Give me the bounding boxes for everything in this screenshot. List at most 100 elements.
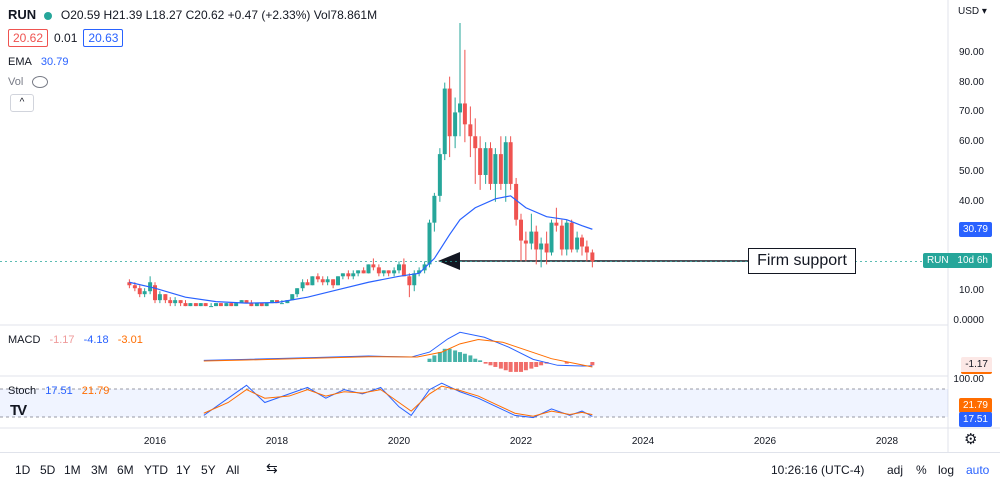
run-tag-symbol: RUN xyxy=(926,255,949,266)
stoch-k-value: 17.51 xyxy=(45,385,73,397)
date-range-icon[interactable]: ⇆ xyxy=(266,460,278,476)
range-button-ytd[interactable]: YTD xyxy=(144,463,168,477)
auto-toggle[interactable]: auto xyxy=(966,463,990,477)
collapse-legend-button[interactable]: ^ xyxy=(10,94,34,112)
candle-body xyxy=(488,148,493,184)
candle-body xyxy=(127,282,132,286)
hidden-eye-icon[interactable] xyxy=(32,76,49,89)
stoch-d-tag: 21.79 xyxy=(958,398,992,413)
macd-histogram-bar xyxy=(493,362,498,367)
macd-histogram-bar xyxy=(478,360,483,362)
macd-histogram-bar xyxy=(427,358,432,362)
candle-body xyxy=(193,303,198,307)
ema-layer xyxy=(129,195,593,304)
range-button-1y[interactable]: 1Y xyxy=(176,463,191,477)
sell-price-button[interactable]: 20.62 xyxy=(8,29,49,47)
candle-body xyxy=(239,300,244,304)
macd-line xyxy=(203,331,593,367)
macd-histogram-bar xyxy=(539,362,544,366)
symbol-name[interactable]: RUN xyxy=(8,7,37,22)
run-tag-countdown: 10d 6h xyxy=(957,255,988,266)
stoch-layer xyxy=(203,382,593,419)
candle-body xyxy=(203,303,208,307)
gear-icon[interactable]: ⚙ xyxy=(964,431,978,448)
vol-legend[interactable]: Vol xyxy=(8,76,49,89)
stoch-tick-label: 100.00 xyxy=(953,374,984,385)
adj-toggle[interactable]: adj xyxy=(887,463,904,477)
macd-histogram-bar xyxy=(432,355,437,362)
candle-body xyxy=(285,300,290,304)
candle-body xyxy=(275,300,279,304)
candle-body xyxy=(401,264,406,277)
macd-legend[interactable]: MACD -1.17 -4.18 -3.01 xyxy=(8,334,143,346)
candle-body xyxy=(559,225,564,250)
candle-body xyxy=(523,240,528,244)
macd-histogram-bar xyxy=(529,362,534,369)
buy-price-button[interactable]: 20.63 xyxy=(83,29,124,47)
candle-body xyxy=(295,288,300,295)
macd-histogram-bar xyxy=(437,352,442,362)
candle-body xyxy=(142,291,147,295)
macd-histogram-bar xyxy=(488,362,493,366)
currency-selector[interactable]: USD ▾ xyxy=(958,6,987,17)
range-button-all[interactable]: All xyxy=(226,463,240,477)
candle-body xyxy=(173,300,178,304)
candle-body xyxy=(534,231,539,250)
symbol-header: RUN O20.59 H21.39 L18.27 C20.62 +0.47 (+… xyxy=(8,7,377,22)
range-button-5y[interactable]: 5Y xyxy=(201,463,216,477)
ema-legend[interactable]: EMA 30.79 xyxy=(8,56,68,68)
range-button-6m[interactable]: 6M xyxy=(117,463,134,477)
macd-histogram-bar xyxy=(498,362,503,369)
stoch-legend[interactable]: Stoch 17.51 21.79 xyxy=(8,385,109,397)
candle-body xyxy=(198,303,203,307)
candle-body xyxy=(498,154,503,184)
ema-value: 30.79 xyxy=(40,56,69,68)
candle-body xyxy=(392,270,397,274)
range-button-1m[interactable]: 1M xyxy=(64,463,81,477)
macd-histogram-bar xyxy=(590,362,595,366)
clock-time[interactable]: 10:26:16 (UTC-4) xyxy=(771,463,865,477)
macd-value-1: -1.17 xyxy=(49,334,75,346)
bid-ask-row: 20.62 0.01 20.63 xyxy=(8,29,124,47)
candle-body xyxy=(320,279,325,283)
ema-line xyxy=(129,195,593,304)
range-button-1d[interactable]: 1D xyxy=(15,463,31,477)
candle-body xyxy=(336,276,340,286)
macd-histogram-bar xyxy=(534,362,539,367)
candle-body xyxy=(290,294,295,301)
candle-body xyxy=(218,303,223,307)
price-tick-label: 10.00 xyxy=(958,285,984,297)
candle-body xyxy=(407,276,412,286)
candle-body xyxy=(514,183,519,220)
range-button-5d[interactable]: 5D xyxy=(40,463,56,477)
macd-histogram-bar xyxy=(564,362,569,364)
price-tick-label: 40.00 xyxy=(958,195,984,207)
stoch-k-tag: 17.51 xyxy=(958,412,992,427)
candle-body xyxy=(539,243,544,250)
ema-label: EMA xyxy=(8,56,32,68)
candle-body xyxy=(137,288,142,295)
price-tick-label: 70.00 xyxy=(958,106,984,118)
candle-body xyxy=(468,124,473,137)
macd-histogram-bar xyxy=(523,362,528,371)
candle-body xyxy=(244,300,249,304)
candle-body xyxy=(590,252,595,262)
tradingview-logo[interactable]: TV xyxy=(10,402,27,419)
percent-toggle[interactable]: % xyxy=(916,463,927,477)
time-tick-label: 2018 xyxy=(265,436,289,447)
candle-body xyxy=(453,112,458,137)
candle-body xyxy=(386,270,391,274)
candle-body xyxy=(270,300,275,304)
candle-body xyxy=(554,222,559,226)
candle-body xyxy=(503,142,508,184)
candle-body xyxy=(300,282,305,289)
candle-body xyxy=(132,285,137,289)
candle-body xyxy=(549,222,554,253)
candle-body xyxy=(371,264,376,268)
candle-body xyxy=(366,264,371,274)
candle-body xyxy=(315,276,320,280)
range-button-3m[interactable]: 3M xyxy=(91,463,108,477)
log-toggle[interactable]: log xyxy=(938,463,955,477)
candle-body xyxy=(279,303,284,305)
